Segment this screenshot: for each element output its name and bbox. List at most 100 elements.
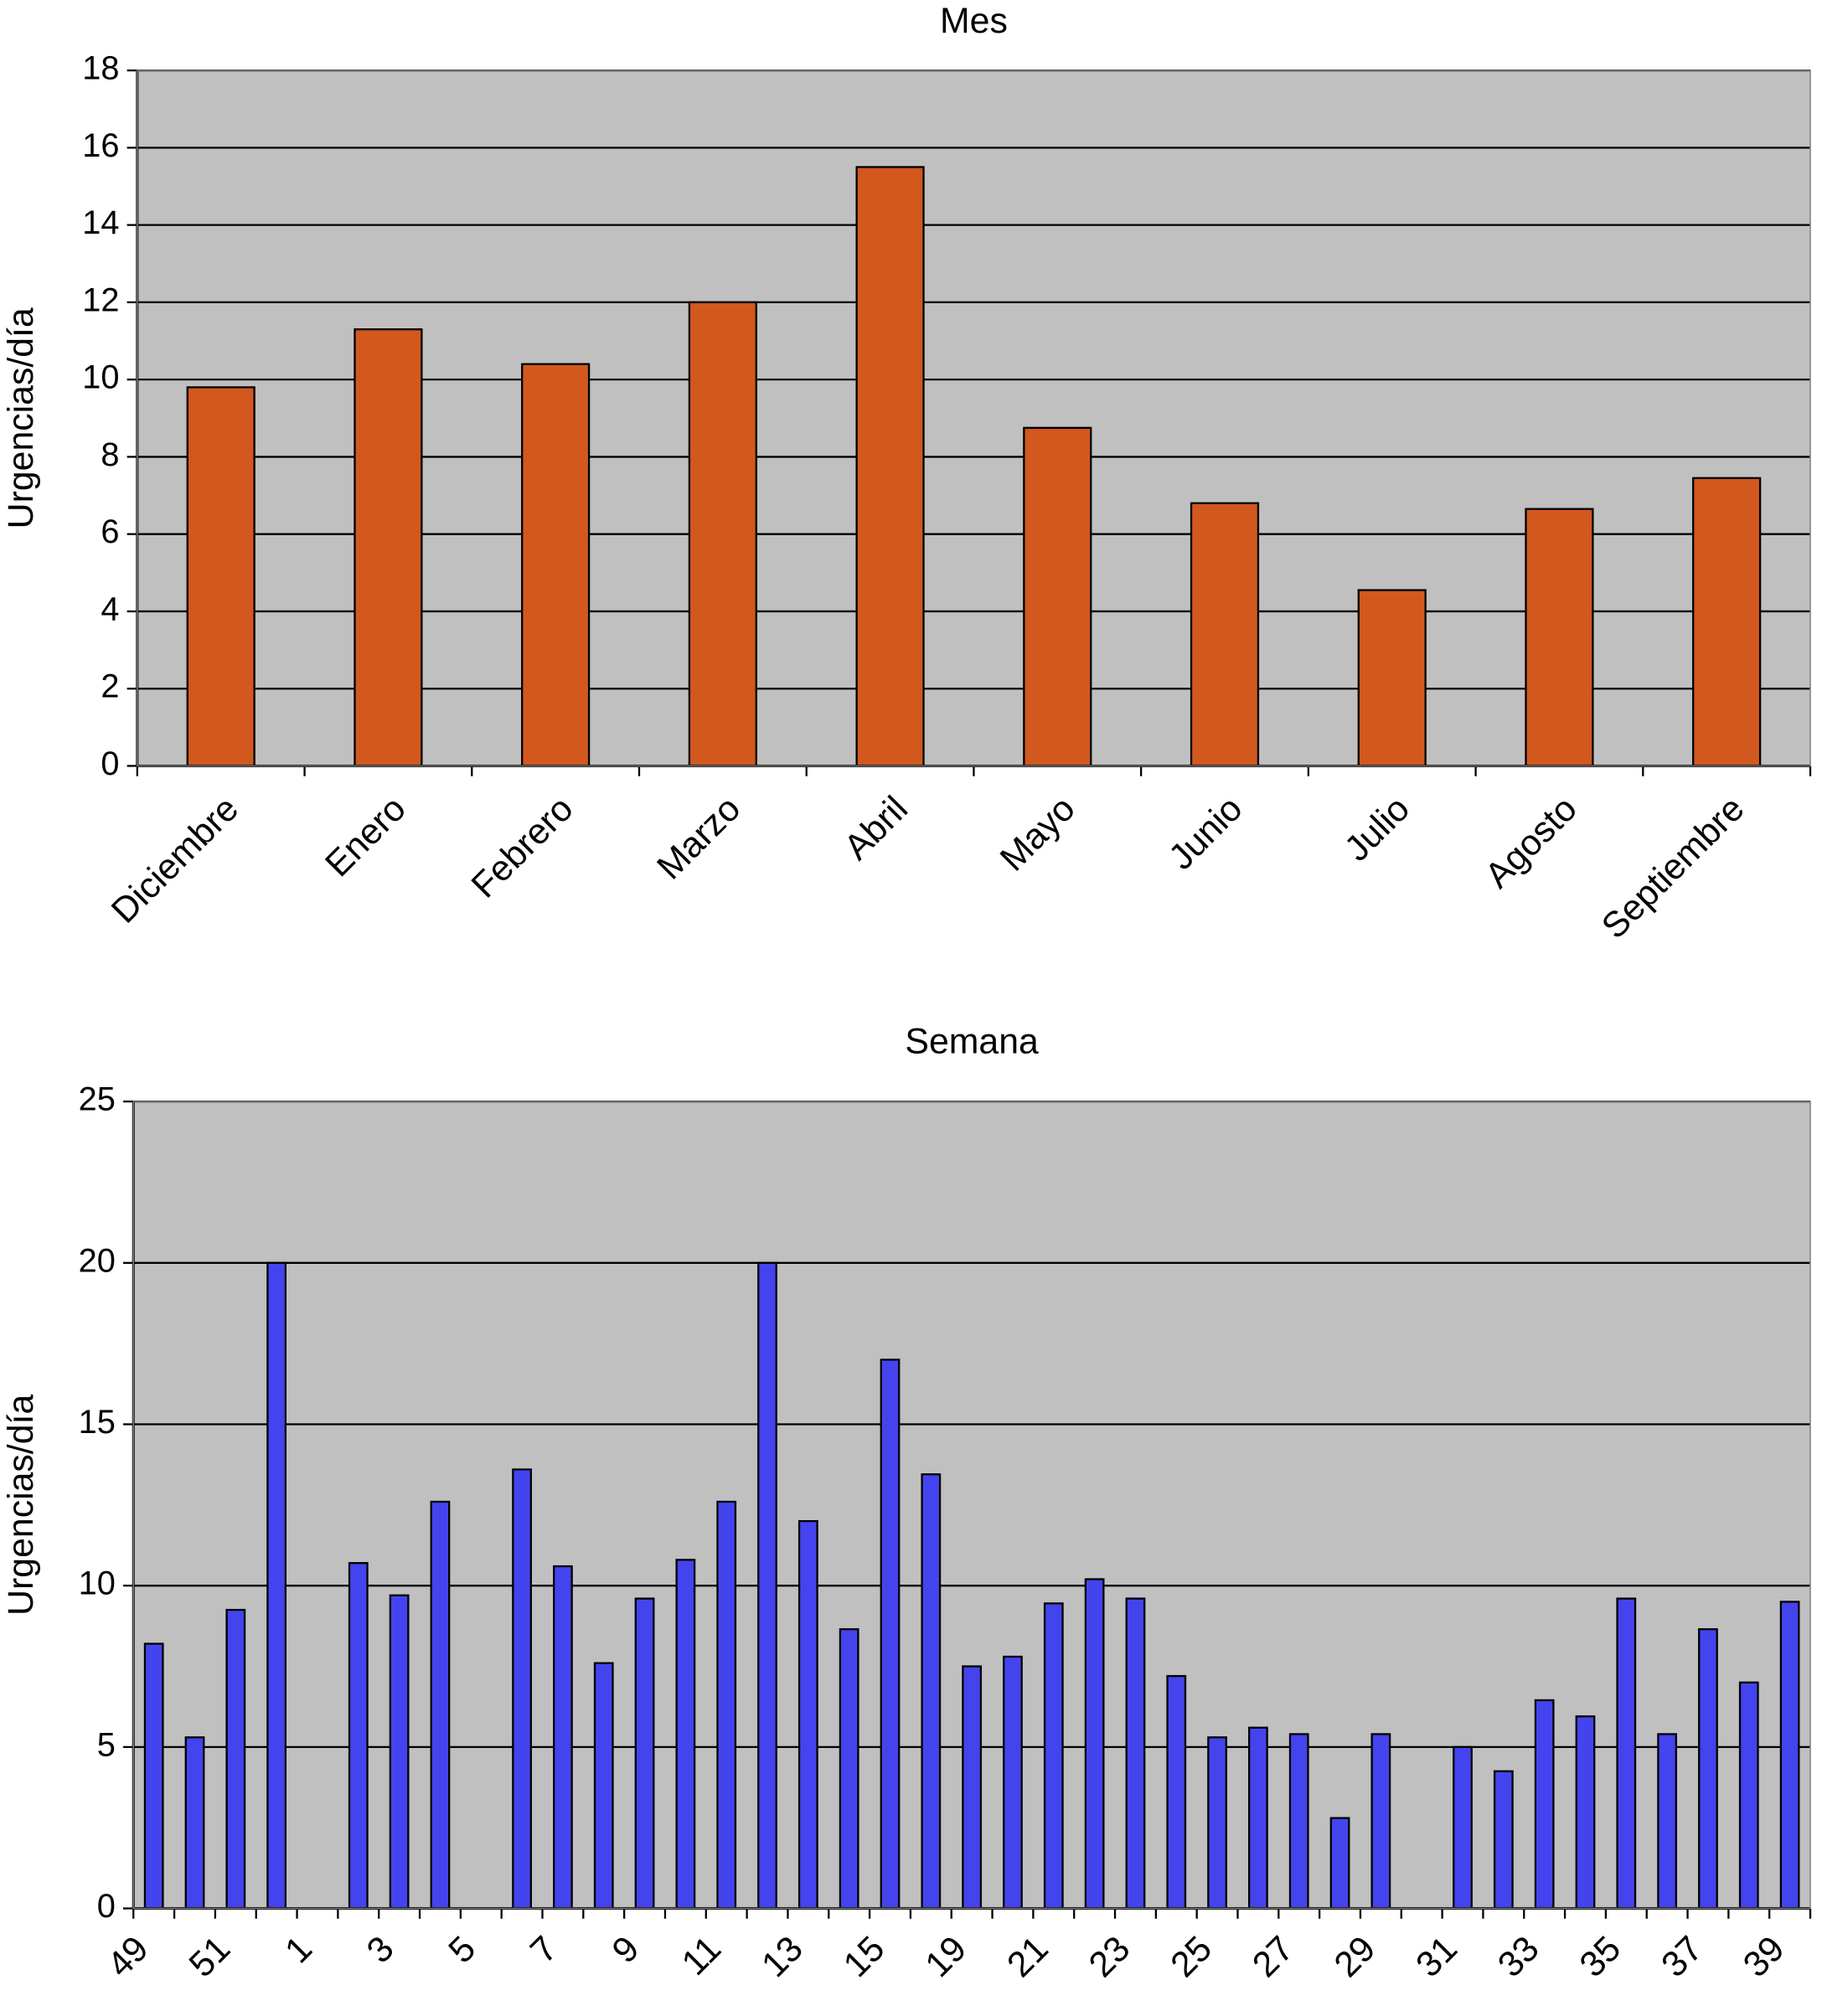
bar xyxy=(1779,1601,1800,1910)
bar xyxy=(839,1628,859,1910)
y-tick-label: 10 xyxy=(82,359,119,396)
x-tick-label: 29 xyxy=(1327,1928,1384,1985)
bar xyxy=(1125,1597,1146,1910)
bar xyxy=(1329,1817,1350,1910)
x-tick-label: 11 xyxy=(674,1928,729,1982)
bar xyxy=(266,1261,287,1910)
bar xyxy=(143,1642,164,1910)
y-tick-label: 12 xyxy=(82,281,119,318)
bar xyxy=(354,328,423,767)
y-tick-label: 16 xyxy=(82,127,119,164)
bar xyxy=(1207,1736,1227,1910)
y-axis-label: Urgencias/día xyxy=(1,307,41,528)
bar xyxy=(1738,1681,1759,1910)
y-tick-label: 10 xyxy=(79,1565,116,1602)
x-tick-label: 15 xyxy=(836,1928,893,1985)
y-tick-label: 5 xyxy=(97,1726,116,1763)
bar xyxy=(1657,1733,1678,1910)
bar xyxy=(1493,1770,1514,1910)
x-tick-label: 25 xyxy=(1163,1928,1220,1985)
x-tick-label: 9 xyxy=(605,1928,648,1971)
bar xyxy=(389,1594,410,1910)
bar xyxy=(1288,1733,1309,1910)
bar xyxy=(430,1500,451,1910)
x-tick-label: Julio xyxy=(1337,788,1417,869)
bar xyxy=(1084,1578,1105,1910)
x-tick-label: 33 xyxy=(1490,1928,1547,1985)
x-tick-label: Mayo xyxy=(993,788,1083,879)
y-tick-label: 0 xyxy=(97,1888,116,1925)
x-tick-label: 37 xyxy=(1654,1928,1711,1985)
bar xyxy=(1616,1597,1637,1910)
x-tick-label: Febrero xyxy=(464,788,581,905)
y-tick-label: 4 xyxy=(101,590,119,627)
bar xyxy=(1190,502,1260,767)
x-tick-label: 3 xyxy=(359,1928,402,1971)
y-tick-label: 2 xyxy=(101,668,119,705)
bar xyxy=(757,1261,777,1910)
bar xyxy=(1692,477,1762,767)
bar xyxy=(186,386,255,767)
bar xyxy=(797,1519,818,1910)
bar xyxy=(634,1597,655,1910)
x-tick-label: Diciembre xyxy=(104,788,246,931)
x-tick-label: 19 xyxy=(917,1928,974,1985)
x-tick-label: Marzo xyxy=(649,788,748,887)
x-tick-label: 1 xyxy=(277,1928,320,1971)
bar xyxy=(521,363,591,767)
bar xyxy=(962,1665,983,1910)
y-tick-label: 6 xyxy=(101,513,119,550)
bar xyxy=(1248,1726,1268,1910)
x-tick-label: 31 xyxy=(1408,1928,1465,1985)
x-tick-label: Agosto xyxy=(1478,788,1585,895)
chart-title: Mes xyxy=(940,1,1008,41)
bar xyxy=(1525,508,1594,767)
bar xyxy=(855,166,925,767)
bar xyxy=(1575,1715,1596,1910)
bar xyxy=(1370,1733,1391,1910)
bar xyxy=(553,1565,573,1910)
bar xyxy=(1357,589,1427,767)
x-tick-label: 7 xyxy=(523,1928,565,1971)
x-tick-label: Junio xyxy=(1161,788,1250,877)
y-tick-label: 20 xyxy=(79,1242,116,1279)
bar xyxy=(675,1559,696,1910)
bar xyxy=(1698,1628,1718,1910)
y-tick-label: 18 xyxy=(82,50,119,87)
bar xyxy=(688,301,757,767)
x-tick-label: 27 xyxy=(1245,1928,1302,1985)
y-tick-label: 0 xyxy=(101,745,119,782)
plot-border xyxy=(137,70,1811,767)
bar xyxy=(716,1500,737,1910)
bar xyxy=(512,1468,532,1910)
x-tick-label: 21 xyxy=(999,1928,1056,1985)
bar xyxy=(1043,1602,1064,1910)
x-tick-label: 51 xyxy=(182,1928,239,1985)
bar xyxy=(1023,426,1092,767)
bar xyxy=(1003,1655,1023,1910)
x-tick-label: 23 xyxy=(1081,1928,1138,1985)
bar xyxy=(880,1359,901,1910)
x-tick-label: 5 xyxy=(441,1928,483,1971)
bar xyxy=(225,1608,246,1910)
x-tick-label: 39 xyxy=(1736,1928,1793,1985)
bar xyxy=(184,1736,205,1910)
x-tick-label: Abril xyxy=(836,788,915,867)
x-tick-label: Septiembre xyxy=(1594,788,1752,946)
bar xyxy=(593,1662,614,1910)
bar xyxy=(1453,1745,1473,1910)
plot-border xyxy=(132,1101,1811,1910)
x-tick-label: 49 xyxy=(100,1928,157,1985)
y-tick-label: 14 xyxy=(82,204,119,241)
bar xyxy=(348,1562,369,1910)
y-tick-label: 25 xyxy=(79,1081,116,1118)
y-axis-label: Urgencias/día xyxy=(1,1395,41,1616)
y-tick-label: 8 xyxy=(101,436,119,473)
x-tick-label: 35 xyxy=(1572,1928,1629,1985)
chart-title: Semana xyxy=(905,1022,1039,1062)
x-tick-label: Enero xyxy=(317,788,414,884)
x-tick-label: 13 xyxy=(754,1928,811,1985)
y-tick-label: 15 xyxy=(79,1404,116,1441)
bar xyxy=(921,1473,942,1910)
